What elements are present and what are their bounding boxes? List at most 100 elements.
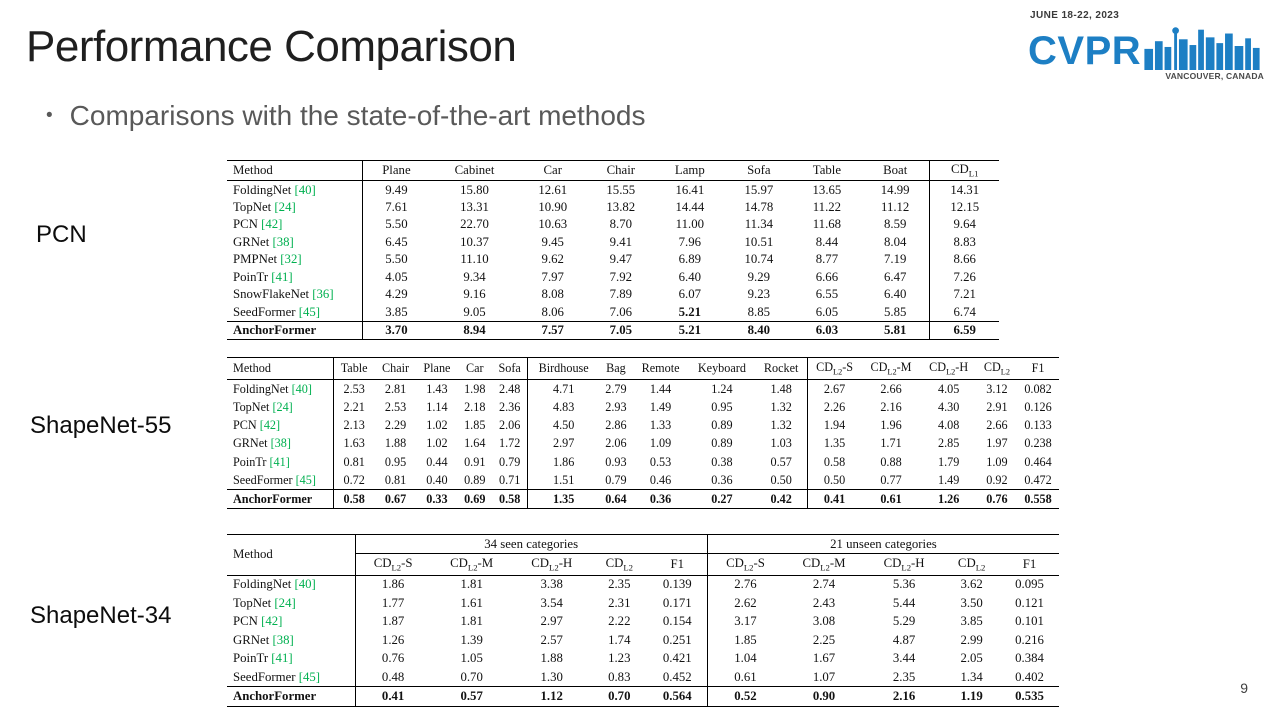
value-cell: 2.16 [864,686,944,707]
value-cell: 3.17 [734,614,757,629]
value-cell: 1.98 [464,382,486,397]
value-cell: 0.121 [1015,595,1044,610]
value-cell: 7.57 [518,320,587,341]
value-cell: 10.63 [538,217,568,232]
value-cell: 16.41 [675,182,705,197]
column-header: Keyboard [688,356,756,381]
value-cell: 0.58 [491,488,529,510]
value-cell: 2.76 [734,577,757,592]
value-cell: 7.96 [678,234,702,249]
value-cell: 2.91 [986,400,1008,415]
value-cell: 11.00 [675,217,704,232]
value-cell: 1.30 [540,669,563,684]
value-cell: 7.92 [609,269,632,284]
value-cell: 0.88 [880,454,902,469]
column-header: Sofa [724,159,793,182]
value-cell: 9.16 [463,287,486,302]
value-cell: 1.85 [734,632,757,647]
value-cell: 3.44 [892,651,916,666]
value-cell: 5.36 [892,577,916,592]
value-cell: 0.81 [343,454,365,469]
value-cell: 0.95 [384,454,407,469]
value-cell: 11.68 [812,217,842,232]
value-cell: 2.21 [343,400,365,415]
value-cell: 6.05 [815,304,839,319]
column-header: Cabinet [430,159,519,182]
value-cell: 2.81 [384,382,407,397]
value-cell: 6.03 [792,320,861,341]
value-cell: 8.66 [953,252,976,267]
value-cell: 0.79 [491,452,529,471]
method-cell: FoldingNet [40] [227,379,334,399]
value-cell: 0.41 [355,686,431,707]
value-cell: 3.08 [812,614,836,629]
value-cell: 0.154 [647,612,708,631]
value-cell: 0.384 [1015,651,1044,666]
value-cell: 6.59 [929,320,999,341]
method-cell: AnchorFormer [227,320,363,341]
method-cell: AnchorFormer [227,686,356,707]
value-cell: 6.40 [860,285,931,304]
value-cell: 5.29 [892,614,916,629]
table-header-row: Method Table Chair Plane Car Sofa Birdhouse Bag… [227,356,1059,381]
method-cell: SeedFormer [45] [227,303,363,322]
value-cell: 0.58 [333,488,375,510]
value-cell: 5.50 [385,217,408,232]
value-cell: 0.126 [1024,400,1052,415]
column-header: CDL2-H [920,356,977,381]
column-header: Boat [860,159,931,182]
value-cell: 6.66 [815,269,839,284]
label-shapenet-55: ShapeNet-55 [30,412,172,439]
method-cell: TopNet [24] [227,398,334,417]
value-cell: 1.79 [937,454,960,469]
method-cell: TopNet [24] [227,594,356,613]
value-cell: 6.07 [678,287,702,302]
value-cell: 4.71 [552,382,575,397]
value-cell: 1.44 [649,382,672,397]
value-cell: 7.97 [541,269,564,284]
method-cell: PCN [42] [227,612,356,631]
table-row: FoldingNet [40] 1.86 1.81 3.38 2.35 0.139 2.76… [227,575,1059,595]
value-cell: 10.90 [538,199,568,214]
value-cell: 0.41 [807,488,862,510]
value-cell: 9.64 [953,217,976,232]
value-cell: 0.095 [1015,577,1044,592]
value-cell: 0.76 [381,651,405,666]
column-header: Bag [598,356,634,381]
value-cell: 13.31 [460,199,489,214]
highlight-row: AnchorFormer 0.58 0.67 0.33 0.69 0.58 1.35 0.64… [227,488,1059,510]
citation: [40] [294,577,316,592]
value-cell: 0.139 [647,575,708,595]
value-cell: 0.95 [711,400,733,415]
column-header: Chair [374,356,417,381]
value-cell: 0.46 [649,472,672,487]
value-cell: 0.90 [783,686,865,707]
value-cell: 1.81 [460,614,483,629]
value-cell: 2.86 [605,418,627,433]
value-cell: 9.34 [463,269,486,284]
value-cell: 1.35 [823,436,846,451]
value-cell: 2.22 [608,614,631,629]
value-cell: 6.45 [385,234,408,249]
slide-title: Performance Comparison [26,22,517,71]
highlight-row: AnchorFormer 3.70 8.94 7.57 7.05 5.21 8.40 6.03… [227,320,999,341]
value-cell: 7.61 [385,199,408,214]
value-cell: 0.44 [426,454,448,469]
value-cell: 2.53 [384,400,407,415]
value-cell: 2.26 [823,400,846,415]
value-cell: 0.67 [374,488,417,510]
value-cell: 6.47 [860,268,931,286]
value-cell: 1.12 [512,686,591,707]
logo-main: CVPR [1028,22,1264,71]
value-cell: 3.38 [540,577,563,592]
group-header: 21 unseen categories [707,533,1059,555]
method-cell: SeedFormer [45] [227,470,334,490]
table-row: PMPNet [32] 5.50 11.10 9.62 9.47 6.89 10.74 8.7… [227,250,999,269]
value-cell: 6.74 [953,304,976,319]
value-cell: 1.23 [608,651,631,666]
value-cell: 0.91 [464,454,486,469]
value-cell: 0.58 [823,454,846,469]
value-cell: 11.34 [744,217,774,232]
value-cell: 2.06 [491,416,529,435]
value-cell: 1.02 [426,418,448,433]
